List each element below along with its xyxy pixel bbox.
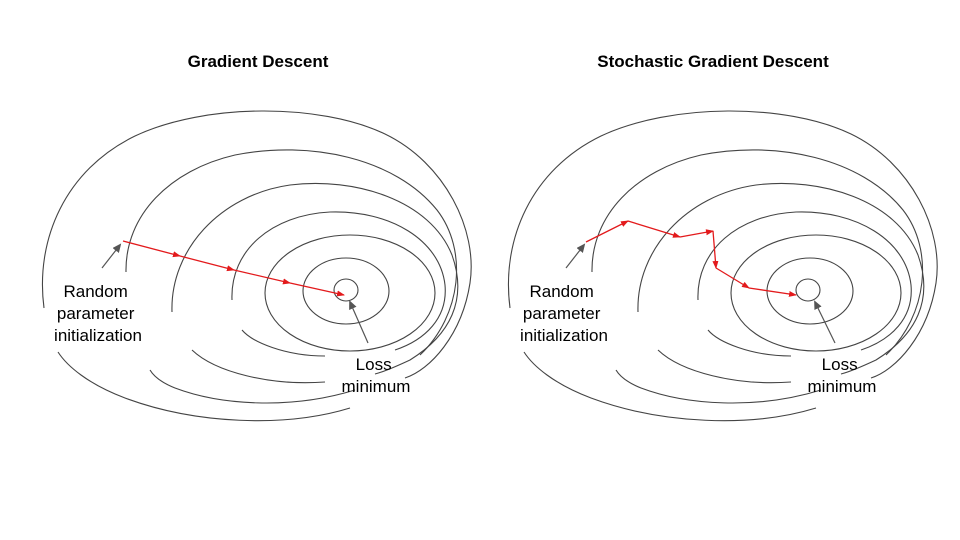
gd-start-label: Random parameter initialization	[54, 282, 142, 345]
gd-contour-3	[171, 182, 459, 384]
sgd-contour-2	[591, 149, 924, 404]
sgd-contour-3	[637, 182, 925, 384]
gd-contour-5	[264, 234, 436, 352]
sgd-step-2	[627, 220, 681, 238]
sgd-step-3	[679, 229, 714, 238]
gd-step-2	[179, 255, 235, 272]
gd-end-pointer	[349, 300, 369, 344]
sgd-end-label: Loss minimum	[808, 355, 877, 396]
sgd-title: Stochastic Gradient Descent	[597, 52, 829, 71]
sgd-end-pointer	[814, 300, 836, 344]
gd-step-1	[122, 240, 181, 258]
gd-descent-path	[122, 240, 345, 297]
sgd-step-6	[748, 287, 797, 297]
sgd-step-1	[585, 220, 629, 243]
gd-panel: Gradient Descent Random	[41, 52, 472, 422]
sgd-contour-7	[795, 278, 821, 302]
sgd-start-pointer	[565, 243, 586, 269]
gd-contour-2	[125, 149, 458, 404]
sgd-descent-path	[585, 220, 797, 297]
sgd-step-5	[715, 267, 750, 289]
gd-contour-6	[302, 257, 390, 325]
gd-step-4	[289, 282, 345, 297]
gd-contours	[41, 110, 472, 422]
gd-contour-1	[41, 110, 472, 422]
sgd-contour-6	[766, 257, 854, 325]
gd-contour-7	[333, 278, 359, 302]
sgd-contour-4	[697, 211, 912, 357]
sgd-contour-5	[730, 234, 902, 352]
gd-end-label: Loss minimum	[342, 355, 411, 396]
gd-title: Gradient Descent	[188, 52, 329, 71]
gd-step-3	[233, 269, 291, 285]
sgd-start-label: Random parameter initialization	[520, 282, 608, 345]
sgd-contour-1	[507, 110, 938, 422]
sgd-contours	[507, 110, 938, 422]
gd-start-pointer	[101, 243, 122, 269]
gd-contour-4	[231, 211, 446, 357]
sgd-step-4	[712, 230, 719, 269]
sgd-panel: Stochastic Gradient Descent Random param…	[507, 52, 938, 422]
